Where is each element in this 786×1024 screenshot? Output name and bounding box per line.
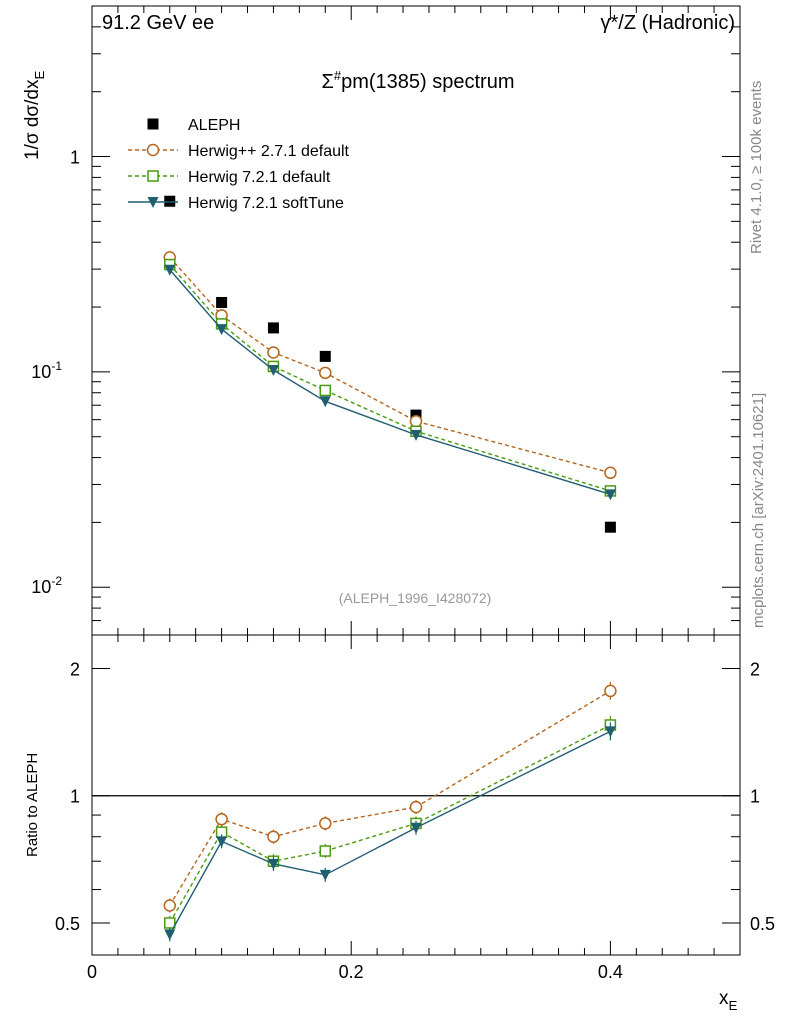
series-line <box>169 269 611 495</box>
data-point <box>319 384 332 397</box>
data-point <box>267 858 279 870</box>
side-label-rivet: Rivet 4.1.0, ≥ 100k events <box>748 81 765 254</box>
data-point <box>163 899 177 912</box>
data-point <box>604 489 616 501</box>
y-tick-label: 0.5 <box>55 914 80 934</box>
series-line <box>169 264 611 492</box>
data-point <box>267 830 280 843</box>
series-line <box>169 724 611 924</box>
analysis-label: (ALEPH_1996_I428072) <box>339 590 492 606</box>
data-point <box>267 346 280 359</box>
main-panel-frame <box>91 5 741 636</box>
data-point <box>164 264 176 276</box>
legend-marker <box>147 170 159 182</box>
data-point <box>319 845 332 857</box>
data-point <box>267 322 279 334</box>
x-tick-label: 0.4 <box>598 962 623 982</box>
data-point <box>604 521 616 533</box>
data-point <box>216 836 228 848</box>
y-tick-label: 2 <box>70 659 80 679</box>
data-point <box>216 296 228 308</box>
y-tick-label-right: 0.5 <box>750 914 775 934</box>
series-line <box>169 730 611 935</box>
legend: ALEPH Herwig++ 2.7.1 default Herwig 7.2.1 … <box>128 117 350 212</box>
side-label-mcplots: mcplots.cern.ch [arXiv:2401.10621] <box>750 393 767 628</box>
data-point <box>319 366 332 380</box>
data-point <box>410 429 422 441</box>
y-tick-label-right: 1 <box>750 787 760 807</box>
data-point <box>164 929 176 941</box>
data-point <box>164 917 176 929</box>
ratio-axis-ticks: 0.5 0.5 1 1 2 2 0 0.2 0.4 <box>55 635 775 982</box>
data-point <box>409 800 423 814</box>
legend-label: Herwig 7.2.1 softTune <box>188 195 344 212</box>
data-point <box>319 869 331 881</box>
y-tick-label: 1 <box>70 148 80 168</box>
data-point <box>267 365 279 377</box>
y-tick-label: 10-2 <box>31 574 62 597</box>
data-point <box>604 684 617 698</box>
x-tick-label: 0.2 <box>339 962 364 982</box>
y-tick-label: 1 <box>70 787 80 807</box>
data-point <box>409 414 423 428</box>
data-point <box>164 195 176 207</box>
series-line <box>169 690 611 906</box>
header-left: 91.2 GeV ee <box>102 12 214 34</box>
main-y-axis-title: 1/σ dσ/dxE <box>22 71 47 161</box>
y-tick-label-right: 2 <box>750 659 760 679</box>
legend-label: Herwig++ 2.7.1 default <box>188 143 350 160</box>
main-plot-area <box>163 195 617 533</box>
x-tick-label: 0 <box>87 962 97 982</box>
data-point <box>604 466 617 480</box>
data-point <box>215 812 228 826</box>
legend-marker <box>147 118 159 130</box>
legend-marker <box>146 143 160 157</box>
data-point <box>410 822 422 834</box>
y-tick-label: 10-1 <box>31 359 62 382</box>
main-axis-ticks: 10-2 10-1 1 <box>31 5 741 636</box>
x-axis-title: xE <box>719 988 738 1013</box>
ratio-panel-frame <box>91 634 741 956</box>
legend-marker <box>147 197 159 208</box>
ratio-y-axis-title: Ratio to ALEPH <box>24 753 41 857</box>
data-point <box>216 324 228 336</box>
legend-label: Herwig 7.2.1 default <box>188 169 331 186</box>
data-point <box>319 396 331 408</box>
header-right: γ*/Z (Hadronic) <box>601 12 735 34</box>
data-point <box>319 350 331 362</box>
main-title: Σ#pm(1385) spectrum <box>321 68 514 93</box>
data-point <box>319 817 332 830</box>
legend-label: ALEPH <box>188 117 240 134</box>
ratio-plot-area <box>92 681 740 942</box>
series-line <box>169 256 611 474</box>
data-point <box>604 726 616 738</box>
